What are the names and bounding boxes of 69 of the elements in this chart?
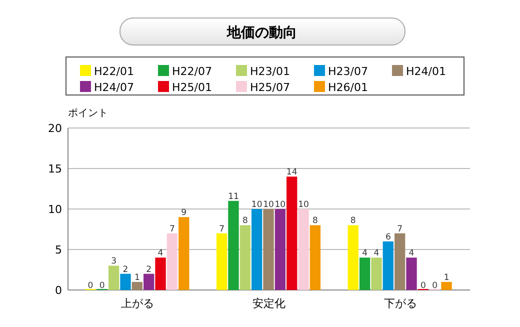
bar bbox=[144, 274, 154, 290]
bar bbox=[371, 258, 382, 290]
bar bbox=[406, 258, 417, 290]
bar bbox=[263, 209, 274, 290]
bar bbox=[441, 282, 452, 290]
y-tick-label: 5 bbox=[55, 244, 62, 256]
data-label: 4 bbox=[158, 248, 164, 259]
bar bbox=[310, 225, 321, 290]
bar bbox=[394, 233, 406, 290]
data-label: 3 bbox=[111, 256, 117, 267]
data-label: 0 bbox=[99, 281, 105, 291]
data-label: 6 bbox=[385, 232, 391, 242]
data-label: 10 bbox=[263, 200, 274, 210]
bar bbox=[348, 225, 358, 290]
bar bbox=[251, 209, 262, 290]
x-tick-label: 上がる bbox=[121, 297, 154, 310]
data-label: 1 bbox=[444, 272, 450, 283]
legend-label: H22/01 bbox=[94, 65, 134, 78]
chart-title: 地価の動向 bbox=[226, 25, 297, 41]
data-label: 7 bbox=[397, 224, 403, 234]
y-tick-label: 20 bbox=[48, 122, 62, 135]
data-label: 0 bbox=[432, 281, 438, 291]
bar bbox=[166, 233, 178, 290]
legend-label: H26/01 bbox=[328, 81, 368, 94]
bar bbox=[228, 200, 239, 290]
bar bbox=[155, 258, 166, 290]
y-tick-label: 15 bbox=[48, 162, 62, 176]
data-label: 1 bbox=[134, 272, 140, 283]
bar bbox=[240, 225, 250, 290]
data-label: 10 bbox=[274, 200, 286, 210]
y-axis-title: ポイント bbox=[68, 108, 108, 119]
data-label: 4 bbox=[374, 248, 380, 259]
data-label: 7 bbox=[169, 224, 175, 234]
data-label: 10 bbox=[298, 200, 309, 210]
data-label: 14 bbox=[286, 168, 298, 178]
bar bbox=[216, 233, 228, 290]
legend-label: H25/01 bbox=[172, 81, 212, 94]
data-label: 11 bbox=[228, 192, 239, 202]
bar bbox=[120, 274, 131, 290]
bar bbox=[298, 209, 309, 290]
y-tick-label: 10 bbox=[48, 203, 62, 216]
data-label: 8 bbox=[242, 216, 248, 226]
bar bbox=[359, 258, 370, 290]
bar bbox=[178, 217, 190, 290]
data-label: 4 bbox=[362, 248, 368, 259]
bar bbox=[132, 282, 143, 290]
bar bbox=[108, 266, 120, 290]
legend-label: H22/07 bbox=[172, 65, 212, 78]
bar bbox=[274, 209, 286, 290]
x-tick-label: 安定化 bbox=[252, 297, 286, 310]
data-label: 4 bbox=[408, 248, 414, 259]
legend-label: H23/01 bbox=[250, 65, 290, 78]
data-label: 0 bbox=[88, 281, 94, 291]
data-label: 7 bbox=[219, 224, 225, 234]
data-label: 8 bbox=[350, 216, 356, 226]
x-tick-label: 下がる bbox=[384, 297, 417, 310]
data-label: 9 bbox=[181, 208, 187, 218]
legend-label: H24/07 bbox=[94, 81, 134, 94]
legend-label: H25/07 bbox=[250, 81, 290, 94]
bar bbox=[382, 241, 394, 290]
data-label: 2 bbox=[122, 264, 128, 275]
bar bbox=[286, 176, 298, 290]
y-tick-label: 0 bbox=[55, 284, 62, 297]
legend-label: H24/01 bbox=[406, 65, 446, 78]
data-label: 0 bbox=[420, 281, 426, 291]
legend-label: H23/07 bbox=[328, 65, 368, 78]
data-label: 2 bbox=[146, 264, 152, 275]
data-label: 8 bbox=[312, 216, 318, 226]
data-label: 10 bbox=[251, 200, 262, 210]
